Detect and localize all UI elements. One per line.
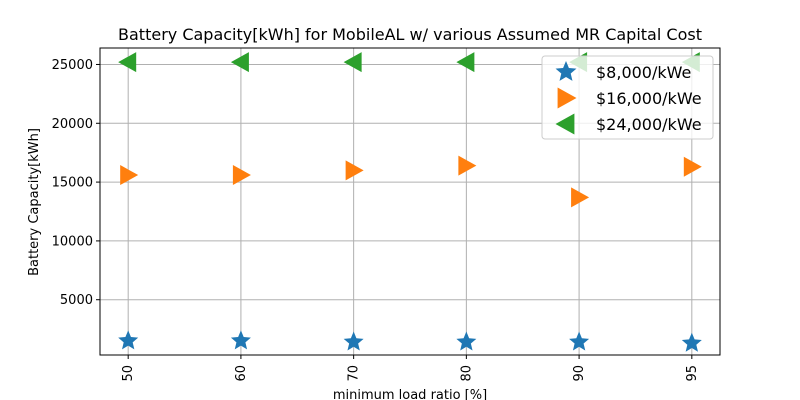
y-tick-label: 20000 [52,117,93,132]
legend: $8,000/kWe $16,000/kWe $24,000/kWe [541,55,714,140]
legend-label-1: $16,000/kWe [596,89,702,108]
x-axis-label: minimum load ratio [%] [333,388,487,400]
data-point-series-1 [683,156,702,177]
data-point-series-2 [456,52,475,73]
y-tick-label: 25000 [52,58,93,73]
legend-marker-2 [555,113,575,135]
data-point-series-1 [571,187,590,208]
data-point-series-2 [343,52,362,73]
x-tick-label: 60 [234,365,249,382]
legend-marker-1 [557,87,577,109]
data-point-series-1 [120,165,139,186]
x-tick-label: 95 [685,365,700,382]
y-tick-label: 10000 [52,234,93,249]
y-axis-ticks: 5000 10000 15000 20000 25000 [52,58,100,308]
plot-frame [99,47,721,356]
y-axis-label: Battery Capacity[kWh] [27,128,42,276]
data-point-series-0 [456,331,477,351]
data-point-series-2 [118,52,137,73]
data-point-series-2 [230,52,249,73]
data-point-series-1 [458,155,477,176]
data-point-series-1 [232,165,251,186]
legend-box [541,55,714,140]
x-tick-label: 70 [347,365,362,382]
data-point-series-0 [681,332,702,352]
x-tick-label: 50 [121,365,136,382]
chart-title: Battery Capacity[kWh] for MobileAL w/ va… [118,25,702,44]
legend-label-0: $8,000/kWe [596,63,691,82]
data-point-series-0 [343,331,364,351]
legend-marker-0 [555,61,577,81]
legend-label-2: $24,000/kWe [596,115,702,134]
data-point-series-1 [345,160,364,181]
y-tick-label: 15000 [52,176,93,191]
x-axis-ticks: 50 60 70 80 90 95 [121,355,700,382]
data-point-series-0 [118,330,139,350]
data-point-series-0 [230,330,251,350]
data-point-series-0 [569,331,590,351]
x-tick-label: 80 [459,365,474,382]
y-tick-label: 5000 [60,293,93,308]
x-tick-label: 90 [572,365,587,382]
